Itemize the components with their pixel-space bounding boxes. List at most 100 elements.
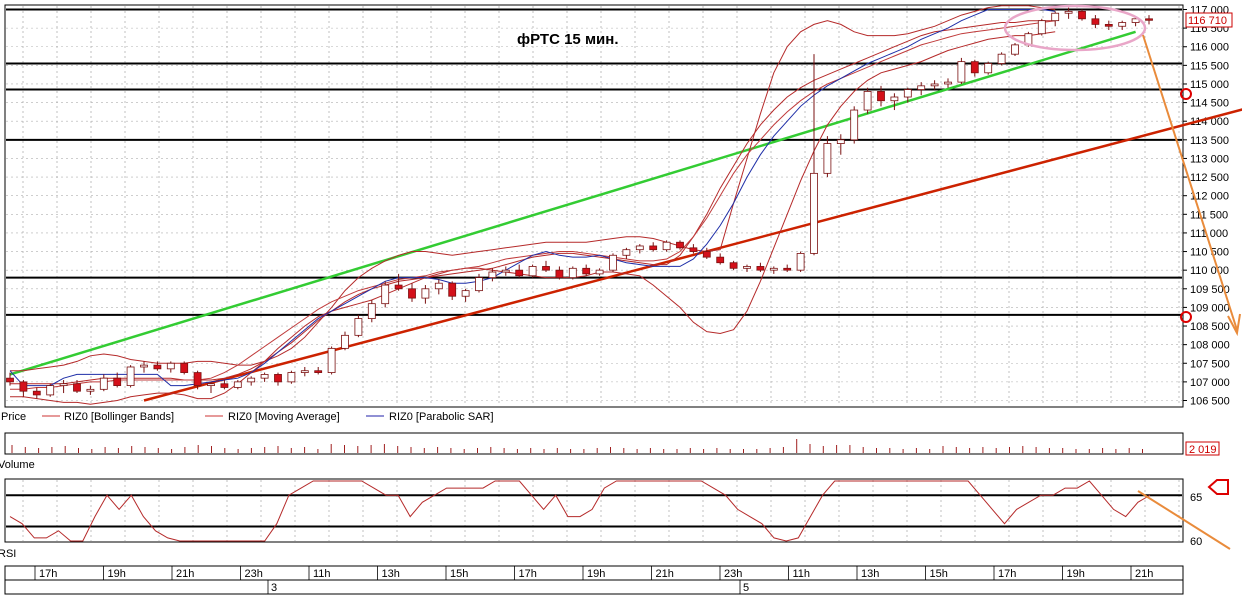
candle-down [6,377,14,383]
day-label: 3 [271,582,277,594]
candle-down [274,374,282,383]
candle-up [86,388,95,392]
candles [6,7,1153,399]
candle-up [140,364,148,368]
candle-down [193,372,202,387]
chart-title: фРТС 15 мин. [517,31,619,48]
candle-down [689,247,698,252]
forecast-arrow-rsi [1137,490,1231,550]
candle-up [903,89,912,98]
candle-up [609,254,617,271]
candle-down [582,267,591,275]
time-label: 19h [108,568,126,580]
candle-up [568,267,577,279]
candle-up [260,374,269,379]
rsi-tick-65: 65 [1190,492,1202,504]
candle-up [247,377,256,383]
candle-down [716,256,725,264]
time-label: 21h [1135,568,1153,580]
candle-down [220,383,229,388]
candle-up [836,139,845,144]
candle-up [957,61,966,83]
candle-up [126,366,135,387]
y-tick-label: 110 500 [1190,247,1229,259]
time-label: 21h [656,568,674,580]
y-tick-label: 109 000 [1190,302,1230,314]
candle-up [917,85,926,90]
candle-up [997,53,1006,64]
candle-down [153,364,162,370]
candle-down [515,269,524,277]
volume-panel [4,432,1184,455]
time-axis-days [4,579,1184,595]
level-marker-upper [1180,88,1192,100]
rsi-panel [4,478,1184,543]
candle-down [1091,18,1100,25]
trendlines [9,30,1242,402]
candle-down [394,284,403,290]
candle-up [863,91,872,111]
candle-up [743,266,751,269]
price-grid [6,6,1182,406]
candle-up [890,96,899,102]
candle-up [434,282,443,290]
rsi-tick-60: 60 [1190,536,1202,548]
candle-down [970,61,979,74]
candle-up [1037,20,1046,35]
time-label: 21h [176,568,194,580]
volume-value-label: 2 019 [1189,444,1217,456]
volume-bars [11,439,1143,453]
volume-value-badge [1185,441,1220,456]
rsi-label: RSI [0,548,16,560]
candle-up [501,269,510,273]
candle-up [1064,10,1073,14]
annotations [1003,4,1241,550]
candle-up [475,277,483,292]
candle-down [1078,10,1086,20]
day-label: 5 [743,582,749,594]
y-tick-label: 114 000 [1190,116,1229,128]
time-label: 17h [39,568,57,580]
y-tick-label: 115 000 [1190,79,1229,91]
y-tick-label: 110 000 [1190,265,1229,277]
candle-up [46,385,55,396]
y-tick-label: 107 000 [1190,377,1230,389]
time-label: 17h [519,568,537,580]
last-price-badge [1185,12,1233,28]
candle-down [729,262,738,269]
level-marker-lower [1180,311,1192,323]
legend-item-price: Price [1,411,26,423]
y-tick-label: 113 500 [1190,135,1229,147]
y-tick-label: 112 500 [1190,172,1229,184]
candle-down [408,288,416,299]
time-label: 19h [1067,568,1085,580]
candle-up [461,290,470,297]
candle-up [622,249,631,256]
candle-down [877,91,885,102]
time-label: 23h [724,568,742,580]
time-label: 13h [382,568,400,580]
candle-up [769,267,778,271]
candle-up [662,241,671,251]
trendline [143,108,1242,402]
y-tick-label: 108 500 [1190,321,1230,333]
y-tick-label: 111 000 [1190,228,1228,240]
candle-down [314,370,323,373]
candle-up [381,284,390,305]
candle-up [944,81,952,85]
candle-down [448,282,457,297]
candle-up [327,347,336,373]
candle-down [542,266,550,271]
candle-down [555,269,564,279]
time-label: 11h [793,568,811,580]
candle-down [180,362,189,373]
y-tick-label: 106 500 [1190,396,1230,408]
rsi-levels [6,494,1182,528]
rsi-line [9,480,1151,542]
candle-down [783,267,792,271]
candle-down [32,390,41,396]
candle-up [984,63,993,74]
candle-up [823,143,832,174]
time-axis: 17h 19h 21h 23h 11h 13h 15h 17h 19h 21h 23h 11h 13h 1… [34,566,1153,594]
